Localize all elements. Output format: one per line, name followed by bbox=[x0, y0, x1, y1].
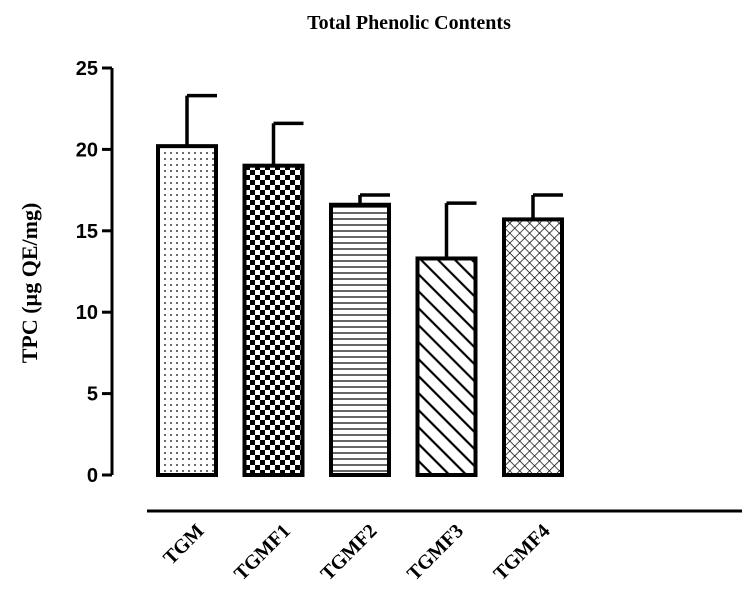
bar-tgmf2 bbox=[329, 202, 391, 477]
error-bar-tgm bbox=[185, 93, 217, 147]
x-tick-label: TGM bbox=[159, 520, 208, 569]
y-axis-label: TPC (µg QE/mg) bbox=[17, 203, 42, 364]
x-tick-label: TGMF3 bbox=[403, 520, 468, 585]
error-bar-tgmf1 bbox=[271, 121, 304, 166]
y-tick-label: 25 bbox=[76, 58, 98, 80]
y-axis: 0 5 10 15 20 25 bbox=[76, 58, 114, 487]
y-tick-label: 10 bbox=[76, 302, 98, 324]
chart-title: Total Phenolic Contents bbox=[307, 12, 511, 34]
x-tick-label: TGMF1 bbox=[230, 520, 295, 585]
error-bar-tgmf4 bbox=[531, 193, 563, 220]
bars bbox=[156, 144, 564, 478]
bar-tgmf3 bbox=[415, 256, 478, 478]
x-tick-label: TGMF2 bbox=[316, 520, 381, 585]
y-tick-label: 5 bbox=[87, 384, 98, 406]
bar-tgmf1 bbox=[242, 163, 305, 477]
y-tick-label: 20 bbox=[76, 139, 98, 161]
x-tick-label: TGMF4 bbox=[489, 520, 554, 585]
error-bar-tgmf3 bbox=[444, 201, 477, 259]
error-bars bbox=[185, 93, 563, 259]
y-tick-label: 0 bbox=[87, 465, 98, 487]
error-bar-tgmf2 bbox=[358, 193, 390, 205]
x-axis-labels: TGM TGMF1 TGMF2 TGMF3 TGMF4 bbox=[159, 520, 554, 585]
bar-tgm bbox=[156, 144, 218, 477]
bar-tgmf4 bbox=[502, 217, 564, 477]
y-tick-label: 15 bbox=[76, 221, 98, 243]
